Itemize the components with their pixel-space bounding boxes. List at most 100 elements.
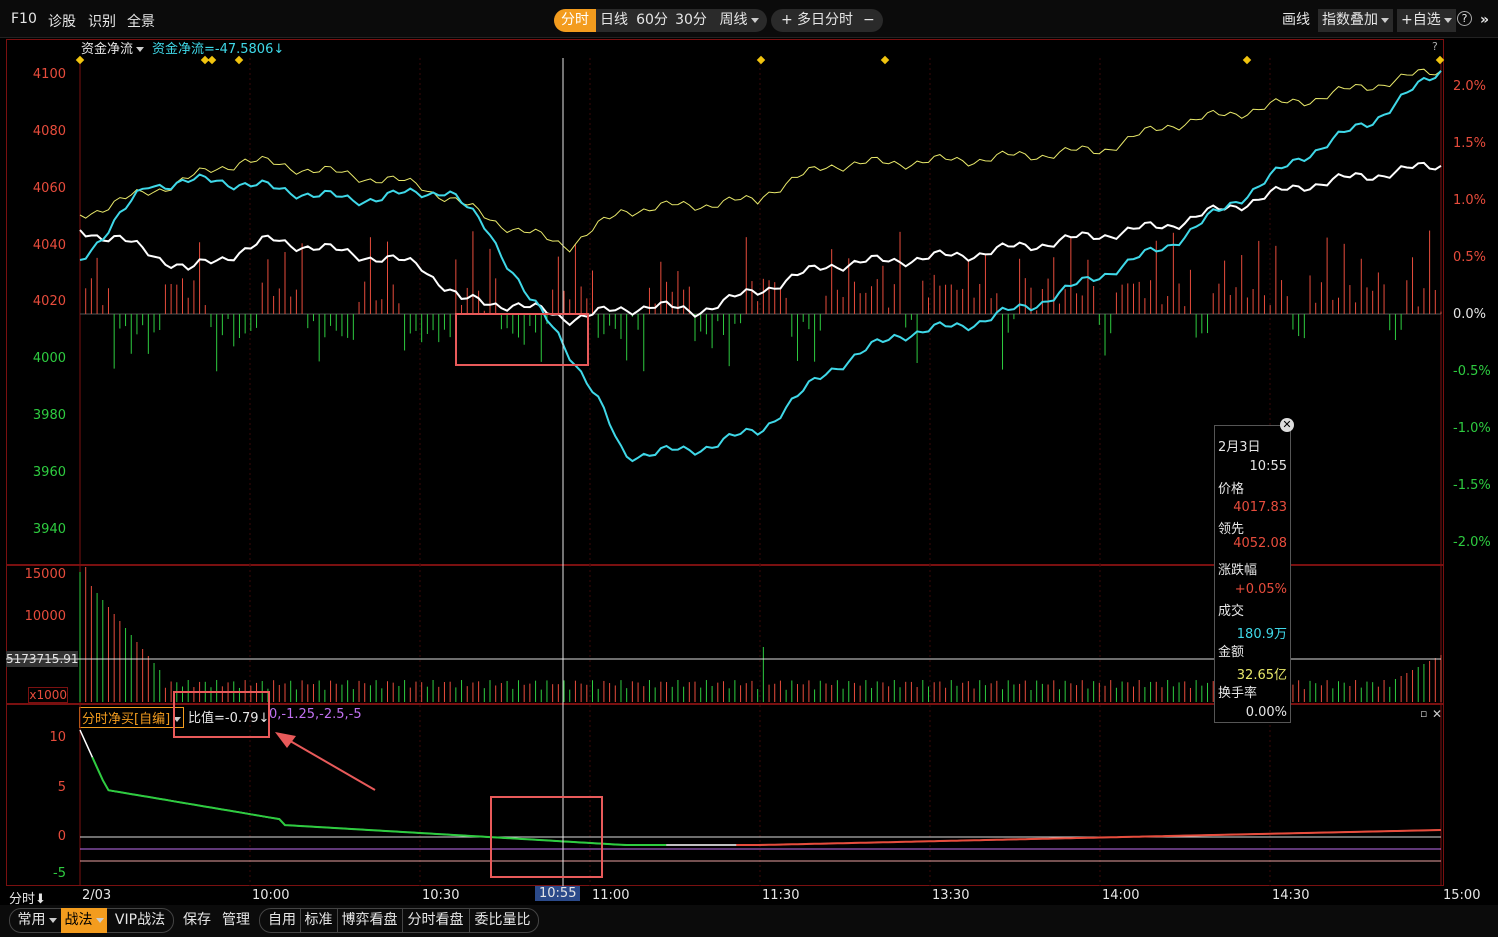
close-icon[interactable]: ✕ <box>1432 707 1443 721</box>
tooltip-amount: 32.65亿 <box>1236 668 1287 683</box>
annotation-box <box>490 796 603 878</box>
tab-30min[interactable]: 30分 <box>675 12 707 28</box>
pct-tick: -2.0% <box>1453 535 1491 550</box>
pct-tick: -0.5% <box>1453 364 1491 379</box>
price-chart-frame <box>6 39 1444 565</box>
pct-tick: 2.0% <box>1453 79 1487 94</box>
minus-icon[interactable]: − <box>863 12 875 28</box>
save-button[interactable]: 保存 <box>183 912 211 928</box>
x-tick: 10:00 <box>252 888 290 903</box>
tooltip-close-icon[interactable]: ✕ <box>1280 418 1294 432</box>
tooltip-amount-label: 金额 <box>1218 645 1245 660</box>
layout-tab-group <box>259 908 539 933</box>
tooltip-volume-label: 成交 <box>1218 604 1245 619</box>
tab-weekly[interactable]: 周线 <box>712 9 766 32</box>
indicator-selector[interactable]: 资金净流 <box>81 38 145 57</box>
add-watchlist-button[interactable]: +自选 <box>1397 9 1456 32</box>
tooltip-price-label: 价格 <box>1218 482 1245 497</box>
x-cursor-time: 10:55 <box>535 886 581 901</box>
plus-icon[interactable]: + <box>781 12 793 28</box>
x-tick: 10:30 <box>422 888 460 903</box>
x-tick: 14:00 <box>1102 888 1140 903</box>
diagnose-link[interactable]: 诊股 <box>48 14 76 30</box>
y-tick: 3940 <box>32 522 66 537</box>
tooltip-date: 2月3日 <box>1218 440 1261 455</box>
tab-intraday-view[interactable]: 分时看盘 <box>402 908 468 933</box>
chevron-down-icon <box>1381 17 1389 23</box>
indicator-value: 资金净流=-47.5806↓ <box>152 42 285 57</box>
x-mode-label[interactable]: 分时⬇ <box>9 888 46 907</box>
chart-canvas[interactable] <box>0 0 1498 905</box>
pct-tick: -1.5% <box>1453 478 1491 493</box>
period-tab-group: 分时 日线 60分 30分 周线 <box>554 9 767 32</box>
tab-personal[interactable]: 自用 <box>268 912 296 928</box>
y-tick: 4000 <box>32 351 66 366</box>
tab-intraday[interactable]: 分时 <box>554 9 596 32</box>
maximize-icon[interactable]: ▫ <box>1420 707 1428 720</box>
tooltip-change: +0.05% <box>1234 582 1287 597</box>
ratio-value: 比值=-0.79↓ <box>188 711 270 726</box>
y-tick: 4020 <box>32 294 66 309</box>
collapse-icon[interactable]: » <box>1480 12 1490 28</box>
tab-game-view[interactable]: 博弈看盘 <box>337 908 401 933</box>
indicator-name: 资金净流 <box>81 42 134 57</box>
x-tick: 15:00 <box>1443 888 1481 903</box>
tooltip-lead-label: 领先 <box>1218 522 1245 537</box>
annotation-arrow-head <box>275 732 296 748</box>
chevron-down-icon <box>48 917 57 923</box>
sub-indicator-name: 分时净买[自编] <box>82 712 171 727</box>
top-toolbar: F10 诊股 识别 全景 分时 日线 60分 30分 周线 + 多日分时 − 画… <box>0 0 1498 38</box>
sub-tick: 0 <box>57 829 66 844</box>
arrow-down-icon: ⬇ <box>35 892 46 907</box>
money-flow-line <box>79 70 1442 463</box>
levels-value: 0,-1.25,-2.5,-5 <box>269 707 362 722</box>
tab-standard[interactable]: 标准 <box>300 908 336 933</box>
bottom-toolbar: 常用 战法 VIP战法 保存 管理 自用 标准 博弈看盘 分时看盘 委比量比 <box>0 905 1498 937</box>
recognize-link[interactable]: 识别 <box>88 14 116 30</box>
y-tick: 4100 <box>32 67 66 82</box>
x-tick: 11:00 <box>592 888 630 903</box>
pct-tick: 0.0% <box>1453 307 1487 322</box>
event-marker <box>207 55 217 65</box>
chart-help-icon[interactable]: ? <box>1432 40 1438 53</box>
y-tick: 3980 <box>32 408 66 423</box>
event-marker <box>200 55 210 65</box>
pct-tick: 1.0% <box>1453 193 1487 208</box>
tooltip-time: 10:55 <box>1249 459 1287 474</box>
sub-tick: 5 <box>57 780 66 795</box>
tactics-button[interactable]: 战法 <box>61 908 107 933</box>
tooltip-price: 4017.83 <box>1233 500 1287 515</box>
event-marker <box>880 55 890 65</box>
volume-unit: x1000 <box>28 687 68 703</box>
f10-link[interactable]: F10 <box>11 11 37 27</box>
y-tick: 4040 <box>32 238 66 253</box>
panorama-link[interactable]: 全景 <box>127 14 155 30</box>
y-tick: 4060 <box>32 181 66 196</box>
pct-tick: -1.0% <box>1453 421 1491 436</box>
event-marker <box>234 55 244 65</box>
help-icon[interactable]: ? <box>1457 11 1472 26</box>
y-tick: 4080 <box>32 124 66 139</box>
pct-tick: 0.5% <box>1453 250 1487 265</box>
tab-bid-ratio[interactable]: 委比量比 <box>469 908 535 933</box>
chevron-down-icon <box>750 17 759 23</box>
tooltip-change-label: 涨跌幅 <box>1218 563 1258 578</box>
event-marker <box>1242 55 1252 65</box>
annotation-box <box>173 691 270 738</box>
volume-chart-frame <box>6 565 1444 704</box>
tab-weekly-label: 周线 <box>719 12 748 28</box>
common-button[interactable]: 常用 <box>14 908 60 933</box>
net-buy-line-head <box>79 729 1442 846</box>
draw-line-button[interactable]: 画线 <box>1282 12 1310 28</box>
tooltip-turnover: 0.00% <box>1245 705 1287 720</box>
vip-tactics-button[interactable]: VIP战法 <box>114 912 166 928</box>
chevron-down-icon <box>1443 17 1452 23</box>
tab-daily[interactable]: 日线 <box>600 12 628 28</box>
net-buy-line-green <box>79 729 1442 846</box>
index-overlay-button[interactable]: 指数叠加 <box>1318 9 1393 32</box>
tab-60min[interactable]: 60分 <box>636 12 668 28</box>
sub-tick: -5 <box>53 866 66 881</box>
vol-tick: 10000 <box>24 609 66 624</box>
manage-button[interactable]: 管理 <box>222 912 250 928</box>
chevron-down-icon <box>173 717 182 722</box>
